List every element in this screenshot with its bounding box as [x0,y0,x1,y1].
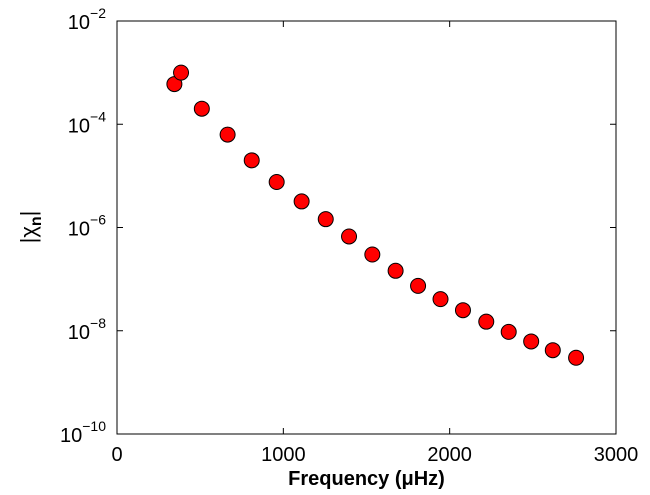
data-point [268,174,285,191]
data-point [364,246,381,263]
y-axis-ticks: 10−10 10−8 10−6 10−4 10−2 [60,5,616,447]
x-tick-label: 3000 [594,444,639,466]
data-point [243,152,260,169]
data-point [432,291,449,308]
x-tick-label: 2000 [427,444,472,466]
y-axis-title-end: | [16,211,41,217]
data-point [387,262,404,279]
data-point [523,333,540,350]
plot-area [116,20,617,435]
x-tick-label: 1000 [261,444,306,466]
data-point [173,64,190,81]
x-axis-ticks: 0 1000 2000 3000 [111,21,638,466]
y-tick-label: 10−4 [68,108,106,137]
data-point [410,277,427,294]
y-tick-label: 10−10 [60,418,106,447]
x-axis-title: Frequency (μHz) [288,468,445,490]
data-point [219,126,236,143]
y-axis-title-subscript: n [28,216,45,226]
y-tick-label: 10−6 [68,212,106,241]
data-point [293,193,310,210]
y-tick-label: 10−2 [68,5,106,34]
data-point [568,349,585,366]
y-tick-label: 10−8 [68,315,106,344]
data-point [317,211,334,228]
data-point [544,342,561,359]
data-point [341,228,358,245]
data-points [166,64,585,366]
data-point [193,100,210,117]
data-point [500,323,517,340]
x-tick-label: 0 [111,444,122,466]
data-point [478,313,495,330]
y-axis-title-main: |χ [16,226,41,244]
y-axis-title: |χn| [16,211,45,244]
data-point [454,302,471,319]
